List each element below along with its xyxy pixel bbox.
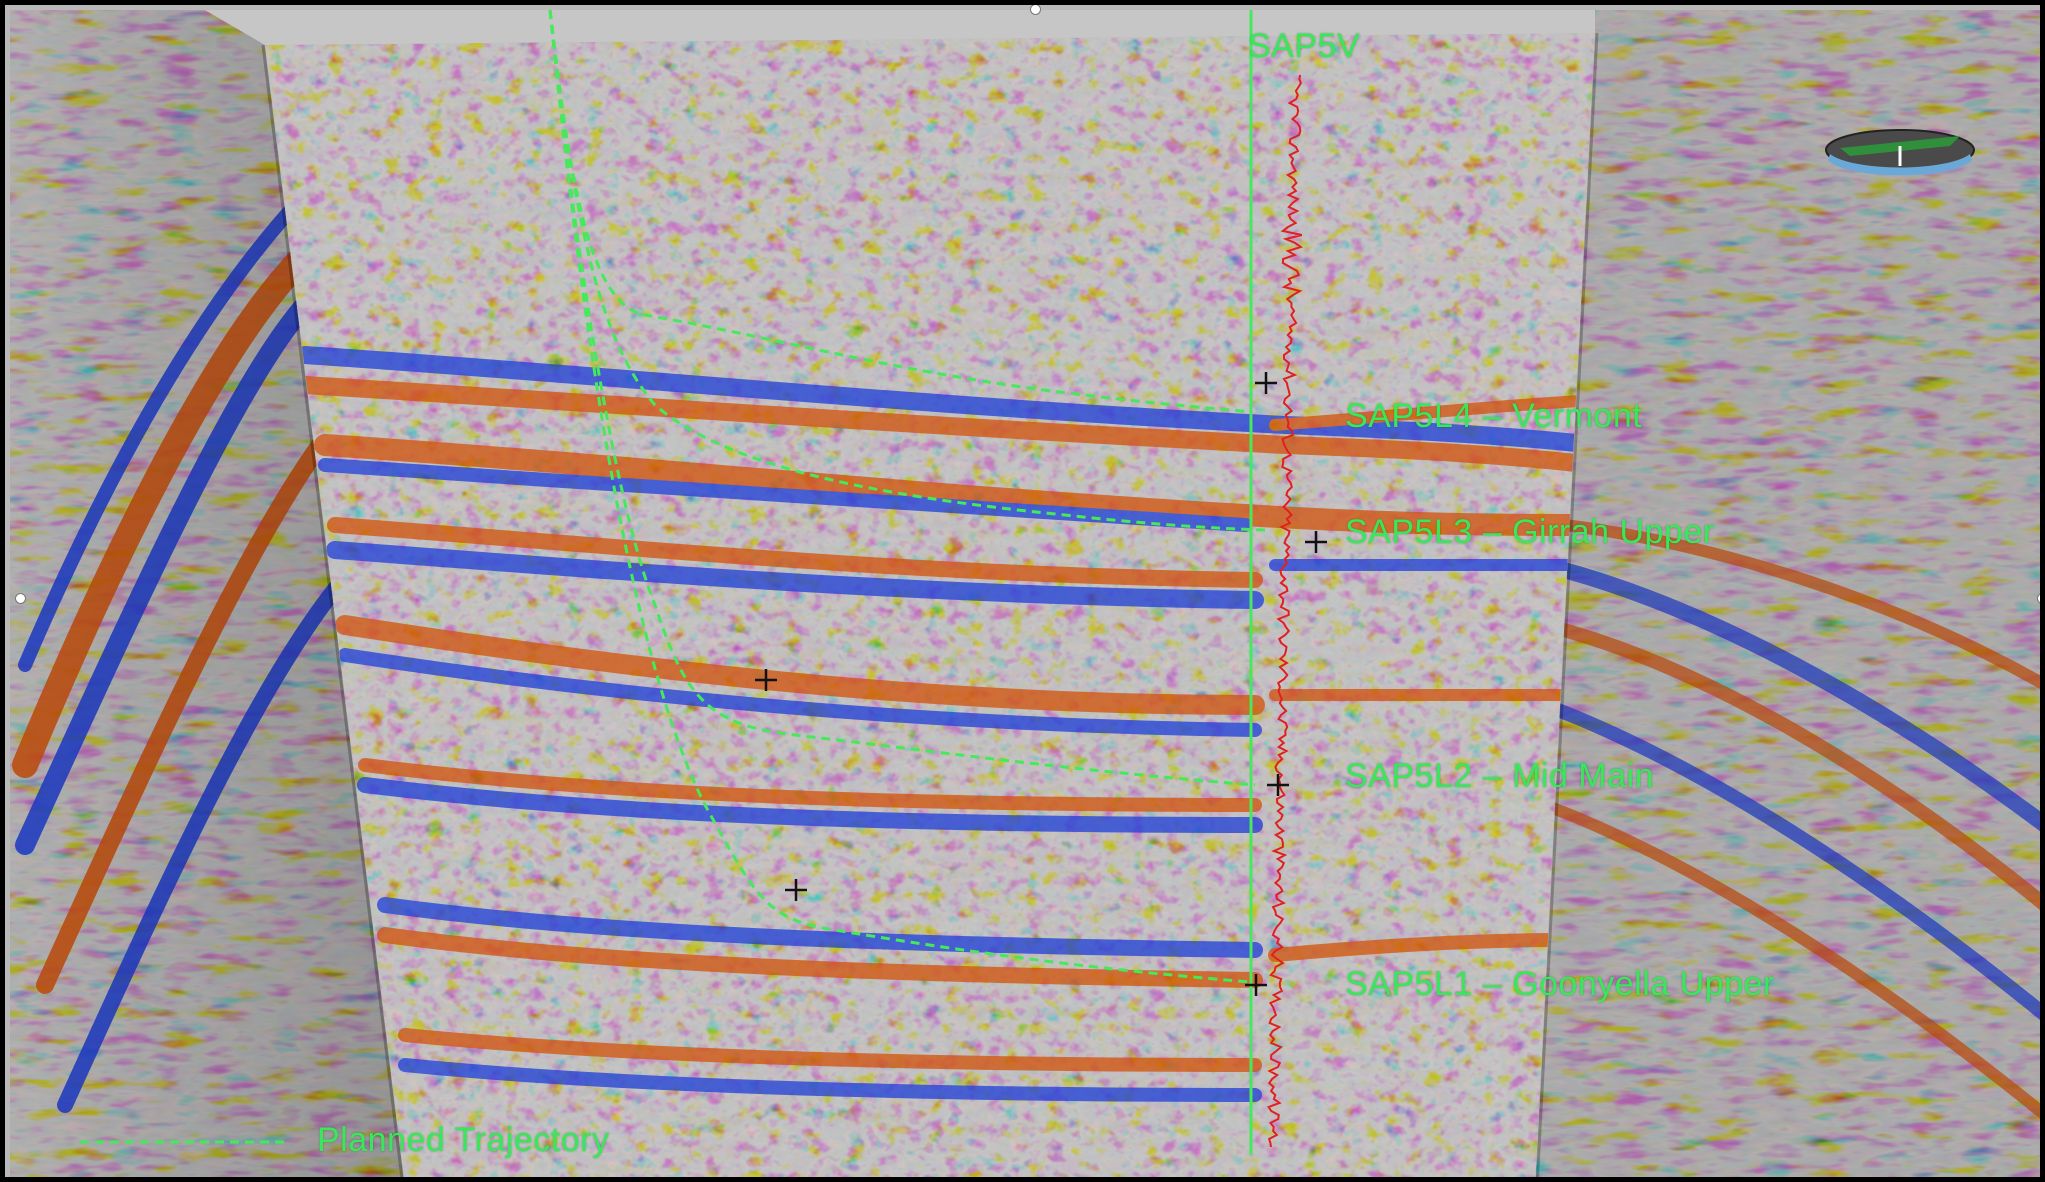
resize-handle-right[interactable] (2037, 593, 2040, 604)
horizon-label-l3: SAP5L3 – Girrah Upper (1345, 513, 1715, 551)
seismic-panel-center (265, 33, 1595, 1177)
resize-handle-left[interactable] (15, 593, 26, 604)
legend-label: Planned Trajectory (317, 1121, 610, 1159)
cross-marker-icon[interactable] (1255, 372, 1277, 394)
seismic-panel-right (1535, 10, 2040, 1177)
planned-trajectories (548, 9, 1266, 984)
trajectory-l4[interactable] (548, 9, 1251, 414)
cross-marker-icon[interactable] (785, 879, 807, 901)
horizon-label-l4: SAP5L4 – Vermont (1345, 397, 1643, 435)
horizon-label-l1: SAP5L1 – Goonyella Upper (1345, 965, 1775, 1003)
pick-markers (755, 372, 1327, 996)
scene-top-plane (10, 10, 1595, 45)
seismic-scene[interactable] (5, 5, 2045, 1182)
horizon-label-l2: SAP5L2 – Mid Main (1345, 757, 1654, 795)
resize-handle-top[interactable] (1030, 5, 1041, 15)
resize-handle-bottom[interactable] (1030, 1178, 1041, 1182)
panel-edge-right (1536, 32, 1599, 1177)
cross-marker-icon[interactable] (755, 669, 777, 691)
compass-icon[interactable] (1825, 129, 1975, 176)
well-label: SAP5V (1248, 27, 1361, 65)
well-log-trace (1267, 74, 1304, 1148)
panel-edge-left (261, 44, 404, 1177)
trajectory-l2[interactable] (548, 9, 1256, 787)
cross-marker-icon[interactable] (1245, 974, 1267, 996)
cross-marker-icon[interactable] (1267, 774, 1289, 796)
cross-marker-icon[interactable] (1305, 531, 1327, 553)
trajectory-l3[interactable] (548, 9, 1266, 532)
trajectory-l1[interactable] (548, 9, 1251, 984)
